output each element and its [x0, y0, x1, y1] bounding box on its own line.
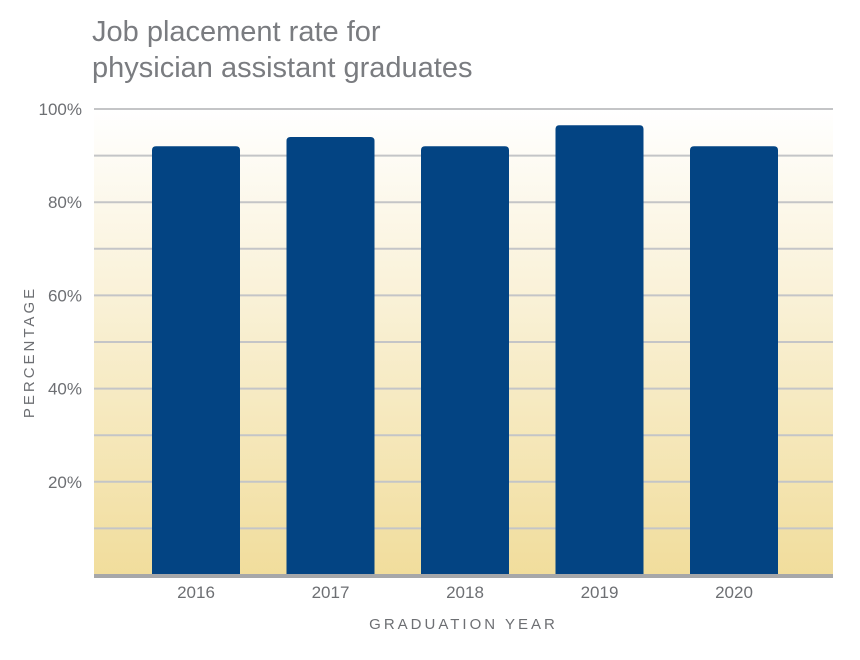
y-tick-label: 60% — [48, 286, 82, 305]
bar-2018 — [421, 146, 509, 575]
x-tick-label: 2019 — [581, 583, 619, 602]
chart-title-line-2: physician assistant graduates — [92, 52, 473, 84]
chart-title: Job placement rate for physician assista… — [92, 14, 472, 86]
y-tick-label: 80% — [48, 193, 82, 212]
bars — [152, 125, 778, 575]
x-tick-label: 2016 — [177, 583, 215, 602]
x-axis-title: GRADUATION YEAR — [369, 616, 558, 633]
y-axis-title: PERCENTAGE — [21, 286, 38, 418]
x-tick-label: 2018 — [446, 583, 484, 602]
x-tick-label: 2020 — [715, 583, 753, 602]
chart-title-line-1: Job placement rate for — [92, 16, 381, 48]
y-tick-label: 40% — [48, 380, 82, 399]
bar-2016 — [152, 146, 240, 575]
bar-2017 — [286, 136, 375, 575]
bar-2020 — [690, 146, 778, 575]
x-tick-label: 2017 — [312, 583, 350, 602]
y-axis-ticks: 20% 40% 60% 80% 100% — [39, 100, 82, 492]
y-tick-label: 100% — [39, 100, 82, 119]
y-tick-label: 20% — [48, 473, 82, 492]
bar-2019 — [555, 125, 644, 575]
x-axis-ticks: 2016 2017 2018 2019 2020 — [177, 583, 753, 602]
